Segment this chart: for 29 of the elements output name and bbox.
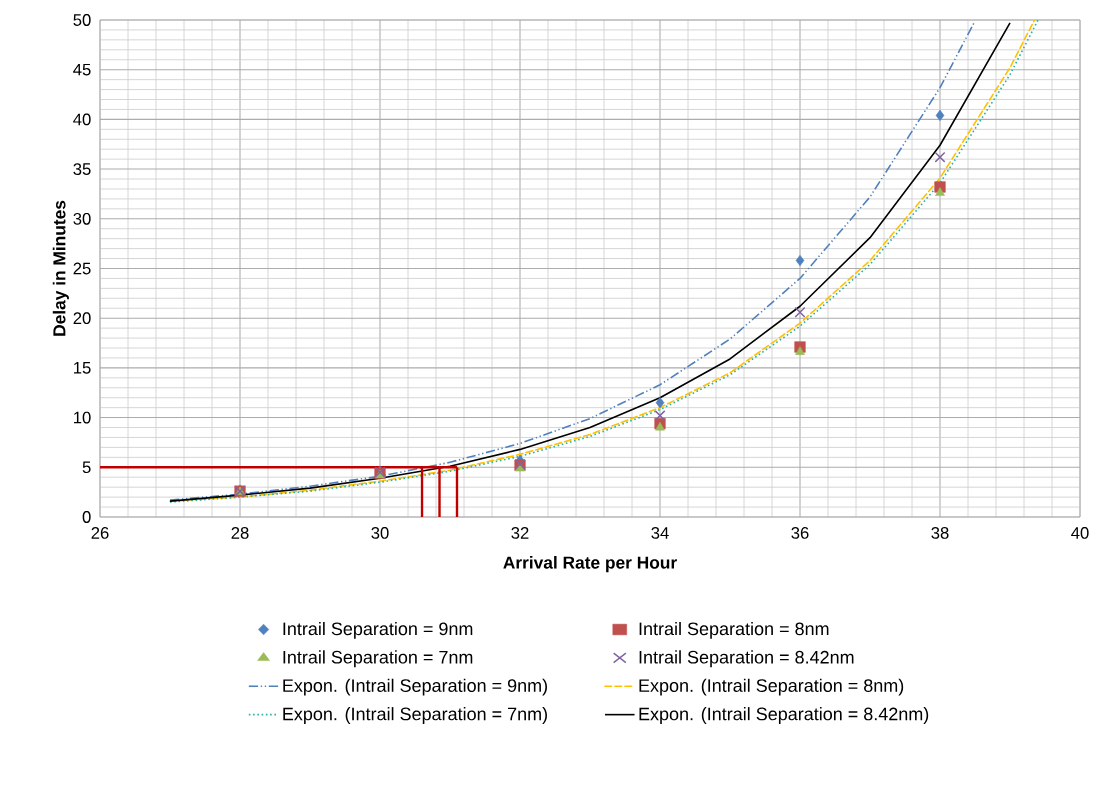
x-tick-label: 38 <box>931 527 949 539</box>
legend-label: Intrail Separation = 7nm <box>283 650 473 668</box>
legend-label: Expon. (Intrail Separation = 7nm) <box>283 707 547 724</box>
x-tick-label: 28 <box>231 527 249 539</box>
x-tick-label: 36 <box>791 527 809 539</box>
y-tick-label: 25 <box>73 262 91 275</box>
y-tick-label: 10 <box>74 411 91 424</box>
x-tick-label: 32 <box>511 527 529 539</box>
legend-label: Intrail Separation = 8.42nm <box>639 650 854 668</box>
y-tick-label: 5 <box>82 461 91 474</box>
legend-label: Intrail Separation = 9nm <box>283 621 473 639</box>
y-tick-label: 0 <box>82 511 91 523</box>
legend-label: Expon. (Intrail Separation = 8nm) <box>639 678 904 696</box>
y-tick-label: 45 <box>73 63 91 76</box>
x-tick-label: 30 <box>371 527 389 539</box>
y-tick-label: 15 <box>74 362 91 374</box>
legend-label: Intrail Separation = 8nm <box>639 621 829 639</box>
x-tick-label: 40 <box>1071 527 1089 539</box>
y-tick-label: 35 <box>73 163 91 175</box>
y-tick-label: 40 <box>73 113 91 126</box>
y-tick-label: 50 <box>73 14 91 26</box>
x-axis-title: Arrival Rate per Hour <box>503 555 677 573</box>
y-axis-title: Delay in Minutes <box>52 200 69 336</box>
x-tick-label: 34 <box>651 527 669 539</box>
legend-label: Expon. (Intrail Separation = 9nm) <box>283 678 547 696</box>
y-tick-label: 20 <box>73 312 91 325</box>
legend-label: Expon. (Intrail Separation = 8.42nm) <box>639 707 929 724</box>
y-tick-label: 30 <box>73 212 91 225</box>
x-tick-label: 26 <box>91 527 109 539</box>
